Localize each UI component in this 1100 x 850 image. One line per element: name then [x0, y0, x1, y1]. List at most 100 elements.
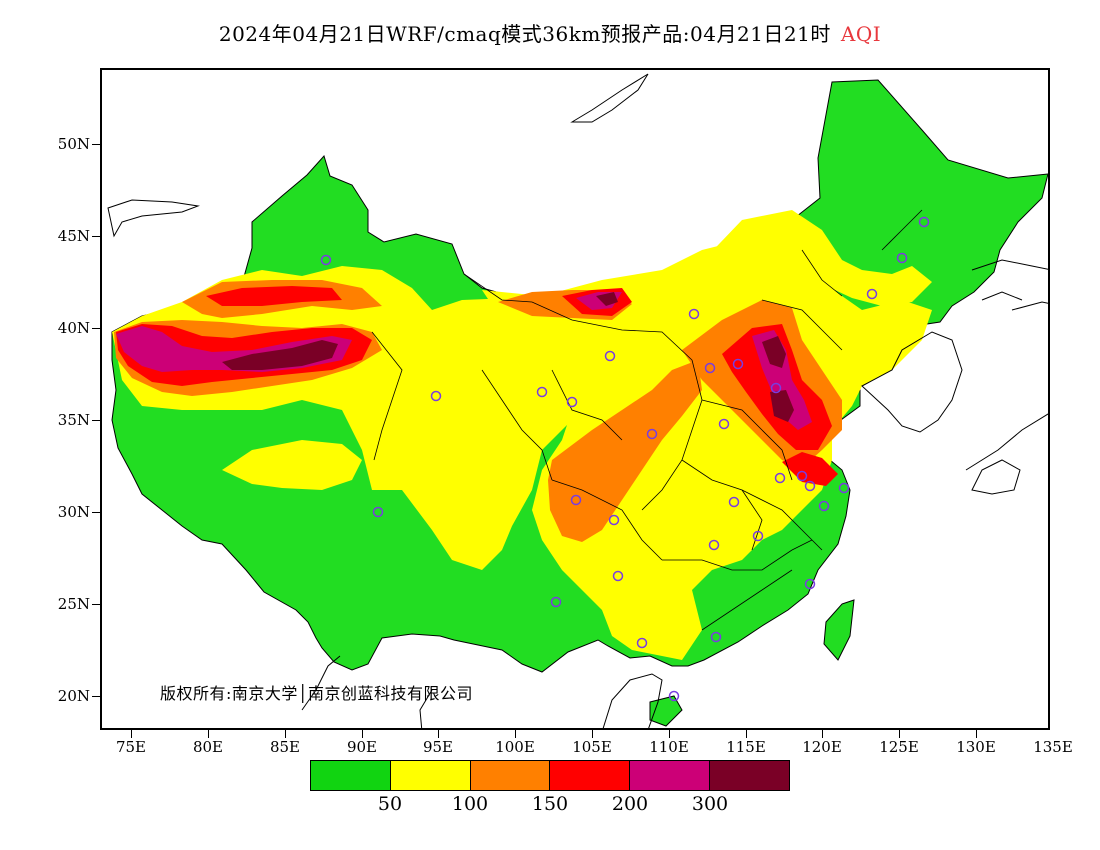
station-marker	[896, 252, 908, 264]
x-tick-label: 110E	[649, 738, 689, 756]
x-tick-label: 90E	[346, 738, 378, 756]
station-marker	[550, 596, 562, 608]
x-tick	[592, 730, 593, 738]
legend-level: 200	[611, 793, 649, 815]
legend-swatch-6	[710, 761, 789, 790]
y-tick	[92, 420, 100, 421]
zone-red-xinjiang-north	[206, 286, 342, 306]
y-tick	[92, 328, 100, 329]
x-tick	[822, 730, 823, 738]
russia-coastline	[971, 259, 1048, 311]
station-marker	[704, 362, 716, 374]
station-marker	[918, 216, 930, 228]
x-tick	[362, 730, 363, 738]
zone-red-jiangsu	[782, 452, 838, 486]
station-marker	[752, 530, 764, 542]
x-tick-label: 100E	[495, 738, 535, 756]
zone-maroon-hexi	[596, 292, 618, 306]
station-marker	[612, 570, 624, 582]
station-marker	[804, 578, 816, 590]
station-marker	[688, 308, 700, 320]
station-marker	[710, 631, 722, 643]
station-marker	[372, 506, 384, 518]
legend-swatch-2	[390, 761, 471, 790]
korea-coastline	[861, 331, 963, 433]
x-tick	[669, 730, 670, 738]
legend-level: 150	[531, 793, 569, 815]
station-marker	[796, 470, 808, 482]
legend-swatch-1	[311, 761, 391, 790]
y-tick	[92, 696, 100, 697]
x-tick-label: 135E	[1033, 738, 1073, 756]
y-tick-label: 20N	[57, 687, 90, 705]
legend-level: 300	[691, 793, 729, 815]
y-tick-label: 25N	[57, 595, 90, 613]
x-tick-label: 85E	[269, 738, 301, 756]
legend-level: 50	[377, 793, 403, 815]
x-tick-label: 125E	[879, 738, 919, 756]
aqi-legend	[310, 760, 790, 791]
x-tick-label: 75E	[115, 738, 147, 756]
bay-of-bengal-coast	[301, 655, 433, 728]
legend-swatch-3	[470, 761, 551, 790]
station-marker	[604, 350, 616, 362]
aqi-map	[107, 73, 1048, 728]
copyright-text: 版权所有:南京大学│南京创蓝科技有限公司	[160, 684, 474, 703]
zone-yellow-east	[482, 230, 932, 660]
legend-level: 100	[451, 793, 489, 815]
station-marker	[668, 690, 680, 702]
station-markers	[320, 216, 930, 702]
station-marker	[636, 637, 648, 649]
title-text: 2024年04月21日WRF/cmaq模式36km预报产品:04月21日21时	[218, 22, 831, 46]
japan-coastline	[965, 413, 1048, 495]
map-frame[interactable]	[100, 68, 1050, 730]
zone-orange-sichuan	[548, 360, 702, 542]
x-tick	[131, 730, 132, 738]
station-marker	[728, 496, 740, 508]
station-marker	[770, 382, 782, 394]
legend-swatch-5	[630, 761, 711, 790]
station-marker	[320, 254, 332, 266]
x-tick	[285, 730, 286, 738]
title-variable: AQI	[840, 22, 882, 46]
taiwan-island	[823, 599, 855, 661]
x-tick	[976, 730, 977, 738]
station-marker	[708, 539, 720, 551]
x-tick	[746, 730, 747, 738]
x-tick-label: 120E	[802, 738, 842, 756]
y-tick	[92, 236, 100, 237]
y-tick	[92, 144, 100, 145]
zone-yellow-tibet	[222, 440, 362, 490]
y-tick-label: 35N	[57, 411, 90, 429]
y-tick	[92, 512, 100, 513]
station-marker	[646, 428, 658, 440]
province-borders	[371, 209, 923, 631]
y-tick-label: 30N	[57, 503, 90, 521]
station-marker	[838, 482, 850, 494]
x-tick-label: 115E	[726, 738, 766, 756]
lake-baikal-outline	[570, 73, 649, 123]
x-tick	[899, 730, 900, 738]
y-tick	[92, 604, 100, 605]
station-marker	[818, 500, 830, 512]
x-tick-label: 80E	[192, 738, 224, 756]
station-marker	[866, 288, 878, 300]
y-tick-label: 40N	[57, 319, 90, 337]
x-tick-label: 105E	[572, 738, 612, 756]
x-tick	[208, 730, 209, 738]
station-marker	[732, 358, 744, 370]
zone-maroon-tarim	[222, 340, 338, 370]
station-marker	[566, 396, 578, 408]
zone-maroon-hebei	[762, 336, 786, 368]
station-marker	[430, 390, 442, 402]
x-tick	[515, 730, 516, 738]
x-tick-label: 95E	[422, 738, 454, 756]
indochina-coast	[602, 673, 663, 728]
zone-yellow-north	[698, 210, 932, 306]
station-marker	[536, 386, 548, 398]
station-marker	[608, 514, 620, 526]
legend-swatch-4	[550, 761, 631, 790]
zone-maroon-shandong	[770, 390, 794, 422]
x-tick	[438, 730, 439, 738]
caspian-coastline	[107, 199, 200, 238]
